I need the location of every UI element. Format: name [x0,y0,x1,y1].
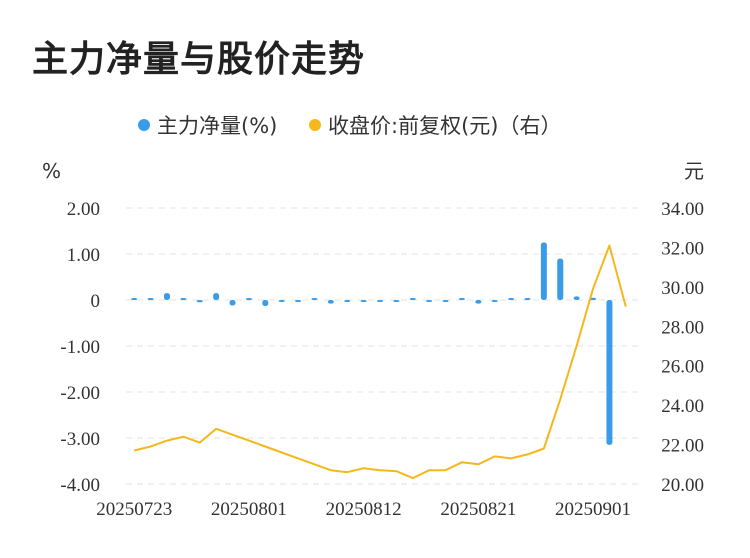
net-volume-bar[interactable] [524,298,531,300]
left-axis-tick-label: -2.00 [60,383,100,404]
net-volume-bar[interactable] [245,298,252,300]
net-volume-bar[interactable] [557,258,564,300]
net-volume-bar[interactable] [180,298,187,300]
net-volume-bar[interactable] [147,298,154,300]
net-volume-bar[interactable] [377,300,383,302]
right-axis-tick-label: 20.00 [661,475,704,496]
right-axis-tick-label: 34.00 [661,199,704,220]
net-volume-bars [131,242,613,445]
net-volume-bar[interactable] [344,300,351,302]
right-axis-tick-label: 22.00 [661,436,704,457]
close-price-line-group [133,244,627,480]
right-axis-tick-label: 30.00 [661,278,704,299]
gridlines [126,207,640,485]
net-volume-bar[interactable] [213,293,220,300]
x-axis-tick-label: 20250812 [326,499,402,520]
left-axis-tick-label: 0 [91,291,101,312]
net-volume-bar[interactable] [360,300,367,302]
net-volume-bar[interactable] [475,300,482,304]
right-axis-tick-label: 32.00 [661,238,704,259]
net-volume-bar[interactable] [426,300,433,302]
net-volume-bar[interactable] [278,300,285,302]
net-volume-bar[interactable] [409,298,416,300]
left-axis-tick-label: -1.00 [60,337,100,358]
legend-marker-net-volume[interactable] [138,119,150,131]
net-volume-bar[interactable] [393,300,400,302]
net-volume-bar[interactable] [131,298,138,300]
x-axis-tick-label: 20250723 [96,499,172,520]
net-volume-bar[interactable] [491,300,498,302]
net-volume-bar[interactable] [442,300,449,302]
right-axis-tick-label: 26.00 [661,357,704,378]
net-volume-bar[interactable] [458,298,465,300]
chart-title: 主力净量与股价走势 [32,39,366,80]
x-axis-tick-label: 20250901 [555,499,631,520]
left-axis-tick-label: 2.00 [67,199,100,220]
right-axis-ticks: 34.00 32.00 30.00 28.00 26.00 24.00 22.00 20.00 [661,199,704,496]
legend-marker-close-price[interactable] [309,119,321,131]
close-price-line[interactable] [133,244,627,480]
net-volume-bar[interactable] [540,242,547,301]
right-axis-tick-label: 28.00 [661,317,704,338]
legend-label-net-volume[interactable]: 主力净量(%) [157,114,277,138]
right-axis-unit: 元 [684,159,704,183]
legend-label-close-price[interactable]: 收盘价:前复权(元)（右） [328,114,561,138]
left-axis-unit: % [42,159,61,183]
left-axis-tick-label: -4.00 [60,475,100,496]
net-volume-bar[interactable] [196,300,203,303]
x-axis-ticks: 20250723 20250801 20250812 20250821 20250901 [96,499,631,520]
net-volume-bar[interactable] [163,293,170,300]
right-axis-tick-label: 24.00 [661,396,704,417]
left-axis-ticks: 2.00 1.00 0 -1.00 -2.00 -3.00 -4.00 [60,199,100,496]
left-axis-tick-label: -3.00 [60,429,100,450]
net-volume-bar[interactable] [590,297,597,300]
net-volume-bar[interactable] [606,300,613,445]
legend: 主力净量(%) 收盘价:前复权(元)（右） [138,114,561,138]
net-volume-bar[interactable] [508,298,515,300]
net-volume-bar[interactable] [327,300,334,304]
x-axis-tick-label: 20250801 [211,499,287,520]
net-volume-bar[interactable] [229,300,236,306]
net-volume-bar[interactable] [311,298,318,300]
net-volume-bar[interactable] [262,300,269,306]
net-volume-bar[interactable] [295,300,302,302]
x-axis-tick-label: 20250821 [440,499,516,520]
net-volume-bar[interactable] [573,296,580,300]
left-axis-tick-label: 1.00 [67,245,100,266]
